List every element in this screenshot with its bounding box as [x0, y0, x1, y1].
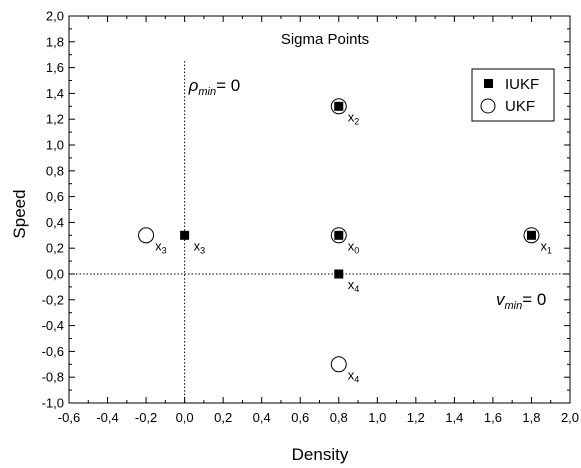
ukf-point [330, 356, 347, 373]
y-tick-label: 0,6 [46, 189, 64, 204]
y-tick-label: 1,8 [46, 34, 64, 49]
iukf-point [334, 101, 344, 111]
point-label: x3 [194, 238, 206, 255]
x-tick-label: 0,0 [176, 410, 194, 425]
iukf-point [334, 230, 344, 240]
legend-iukf-label: IUKF [505, 76, 539, 93]
point-label: x2 [348, 109, 360, 126]
point-labels: x0 x1 x2 x3 x4 x3 x4 [155, 109, 552, 384]
iukf-point [180, 230, 190, 240]
x-tick-label: 1,4 [445, 410, 463, 425]
ukf-point [138, 227, 155, 244]
data-markers [138, 98, 540, 373]
y-tick-label: 1,4 [46, 86, 64, 101]
legend-ukf-label: UKF [505, 98, 535, 115]
point-label: x3 [155, 238, 167, 255]
v-min-label: vmin= 0 [496, 290, 546, 312]
x-tick-label: -0,6 [58, 410, 80, 425]
x-tick-label: 0,8 [330, 410, 348, 425]
x-tick-label: 1,0 [368, 410, 386, 425]
rho-min-label: ρmin= 0 [188, 76, 241, 98]
point-label: x4 [348, 367, 360, 384]
reference-lines: ρmin= 0 vmin= 0 [69, 61, 570, 403]
y-tick-label: -1,0 [42, 396, 64, 411]
y-tick-label: 1,2 [46, 112, 64, 127]
chart-title: Sigma Points [281, 31, 369, 48]
legend-ukf-marker [480, 98, 496, 114]
iukf-point [526, 230, 536, 240]
y-axis-label: Speed [10, 189, 29, 238]
point-label: x4 [348, 277, 360, 294]
y-tick-label: 0,0 [46, 267, 64, 282]
x-tick-label: 0,2 [214, 410, 232, 425]
y-tick-label: -0,2 [42, 292, 64, 307]
x-tick-label: 2,0 [561, 410, 579, 425]
y-tick-label: 0,4 [46, 215, 64, 230]
iukf-point [334, 269, 344, 279]
axis-ticks [68, 15, 571, 404]
y-tick-label: -0,4 [42, 318, 64, 333]
x-axis-label: Density [292, 445, 349, 464]
point-label: x1 [540, 238, 552, 255]
point-label: x0 [348, 238, 360, 255]
x-tick-label: -0,2 [135, 410, 157, 425]
x-tick-label: -0,4 [96, 410, 118, 425]
x-tick-label: 1,6 [484, 410, 502, 425]
x-tick-label: 1,8 [522, 410, 540, 425]
legend: IUKF UKF [471, 68, 555, 122]
x-tick-label: 0,4 [253, 410, 271, 425]
y-tick-label: 2,0 [46, 9, 64, 24]
legend-iukf-marker [484, 79, 493, 88]
y-tick-label: -0,8 [42, 370, 64, 385]
x-tick-label: 1,2 [407, 410, 425, 425]
axis-tick-labels: -0,6 -0,4 -0,2 0,0 0,2 0,4 0,6 0,8 1,0 1,2 1,4 1,6 1… [42, 9, 579, 426]
y-tick-label: 1,6 [46, 60, 64, 75]
y-tick-label: 0,2 [46, 241, 64, 256]
x-tick-label: 0,6 [291, 410, 309, 425]
y-tick-label: 1,0 [46, 138, 64, 153]
y-tick-label: -0,6 [42, 344, 64, 359]
y-tick-label: 0,8 [46, 163, 64, 178]
